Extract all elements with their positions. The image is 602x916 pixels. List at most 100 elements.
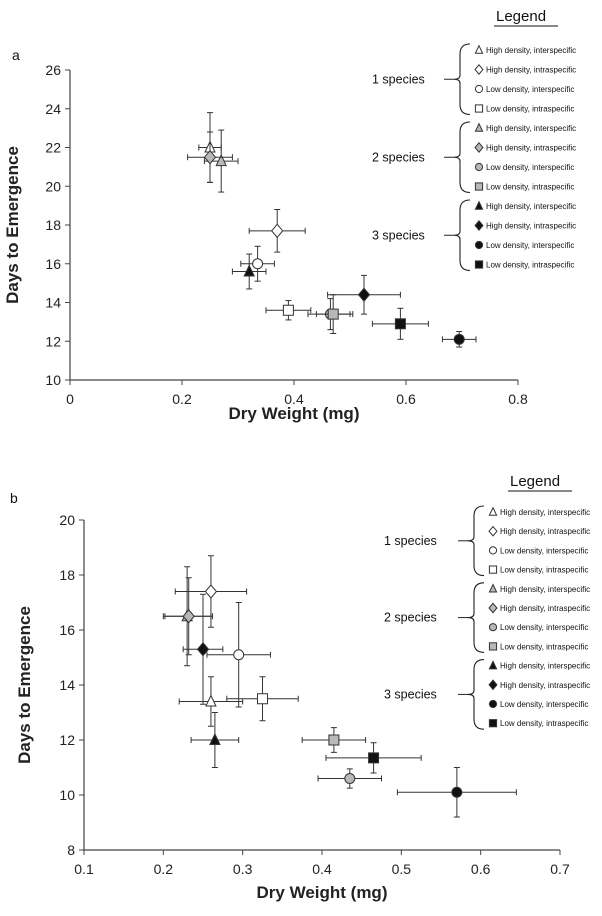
legend-item-label: Low density, intraspecific [500,566,588,575]
legend-item-label: High density, intraspecific [486,144,576,153]
legend-marker [488,642,498,651]
legend-brace [467,582,485,653]
legend-item-label: Low density, interspecific [500,700,588,709]
point-marker [327,308,339,320]
point-marker [203,149,217,165]
legend-group-label: 3 species [384,687,437,701]
legend-item-label: High density, interspecific [500,508,590,517]
point-marker [209,732,221,745]
point-marker [204,584,218,599]
point-marker [252,258,264,270]
x-tick-label: 0.2 [154,861,174,877]
legend-item-label: Low density, interspecific [500,546,588,555]
legend-item-label: High density, intraspecific [500,527,590,536]
legend-marker [474,142,484,153]
legend-item-label: Low density, interspecific [486,241,574,250]
x-tick-label: 0.4 [312,861,332,877]
legend-group-label: 2 species [372,150,425,164]
y-tick-label: 10 [45,372,61,388]
y-axis-label: Days to Emergence [15,606,34,764]
legend-item-label: Low density, intraspecific [500,642,588,651]
x-tick-label: 0.6 [471,861,491,877]
data-point [226,676,299,722]
data-point [164,577,214,656]
point-marker [328,734,340,746]
point-marker [182,608,195,624]
data-point [248,209,306,253]
legend-item-label: High density, interspecific [500,585,590,594]
y-tick-label: 12 [45,333,61,349]
x-tick-label: 0 [66,391,74,407]
x-tick-label: 0.2 [172,391,192,407]
legend-item-label: Low density, intraspecific [486,261,574,270]
legend: Legend 1 species High density, interspecif… [372,8,576,272]
y-tick-label: 18 [45,217,61,233]
legend-item-label: Low density, interspecific [486,163,574,172]
legend-item-label: Low density, intraspecific [486,183,574,192]
legend-item-label: High density, intraspecific [500,681,590,690]
legend-group-label: 1 species [372,72,425,86]
data-point [317,768,382,789]
legend-marker [488,660,498,670]
y-tick-label: 26 [45,62,61,78]
legend-marker [474,240,484,250]
data-point [240,245,275,282]
y-tick-label: 14 [59,677,75,693]
legend-marker [474,44,484,54]
chart-panel-a: a 10 12 14 16 18 20 22 24 26 0 0.2 0.4 0.6 0.8 Dry Weig… [3,8,576,423]
point-marker [205,694,217,707]
x-axis-label: Dry Weight (mg) [257,883,388,902]
x-axis-label: Dry Weight (mg) [229,404,360,423]
legend-group-label: 3 species [372,228,425,242]
data-point [190,712,240,768]
data-point [231,253,267,290]
point-marker [453,333,465,345]
point-marker [368,752,380,764]
legend-group-label: 2 species [384,611,437,625]
legend-marker [474,162,484,172]
data-point [178,676,244,727]
x-tick-label: 0.6 [396,391,416,407]
legend-item-label: High density, interspecific [500,662,590,671]
y-tick-label: 18 [59,567,75,583]
x-tick-label: 0.1 [74,861,94,877]
data-point [441,331,477,348]
legend-marker [474,220,484,231]
legend-item-label: High density, interspecific [486,124,576,133]
point-marker [243,264,255,277]
legend-marker [488,623,498,632]
legend-marker [474,260,484,269]
legend-marker [488,719,498,728]
legend-item-label: Low density, interspecific [486,85,574,94]
chart-panel-b: b 8 10 12 14 16 18 20 0.1 0.2 0.3 0.4 0.5 0.6 0.7 Dry W… [10,473,590,902]
y-tick-label: 14 [45,295,61,311]
legend-marker [488,546,498,555]
x-tick-label: 0.3 [233,861,253,877]
y-tick-label: 16 [59,622,75,638]
data-point [396,767,517,818]
legend-marker [474,182,484,191]
legend-marker [474,104,484,113]
legend-marker [488,583,498,593]
legend-marker [474,200,484,210]
legend-title: Legend [496,8,546,25]
legend-marker [488,699,498,709]
legend-brace [467,659,485,730]
legend-marker [474,84,484,94]
legend-marker [488,506,498,516]
y-tick-label: 12 [59,732,75,748]
legend-item-label: High density, intraspecific [486,66,576,75]
legend-marker [488,602,498,614]
legend-brace [453,43,471,116]
y-axis-label: Days to Emergence [3,146,22,304]
data-point [371,307,429,340]
point-marker [344,773,356,784]
data-point [182,593,224,705]
x-tick-label: 0.7 [550,861,570,877]
legend: Legend 1 species High density, interspecif… [384,473,590,730]
point-marker [282,304,294,316]
point-marker [233,649,245,661]
legend-marker [488,525,498,537]
legend-item-label: High density, intraspecific [486,222,576,231]
